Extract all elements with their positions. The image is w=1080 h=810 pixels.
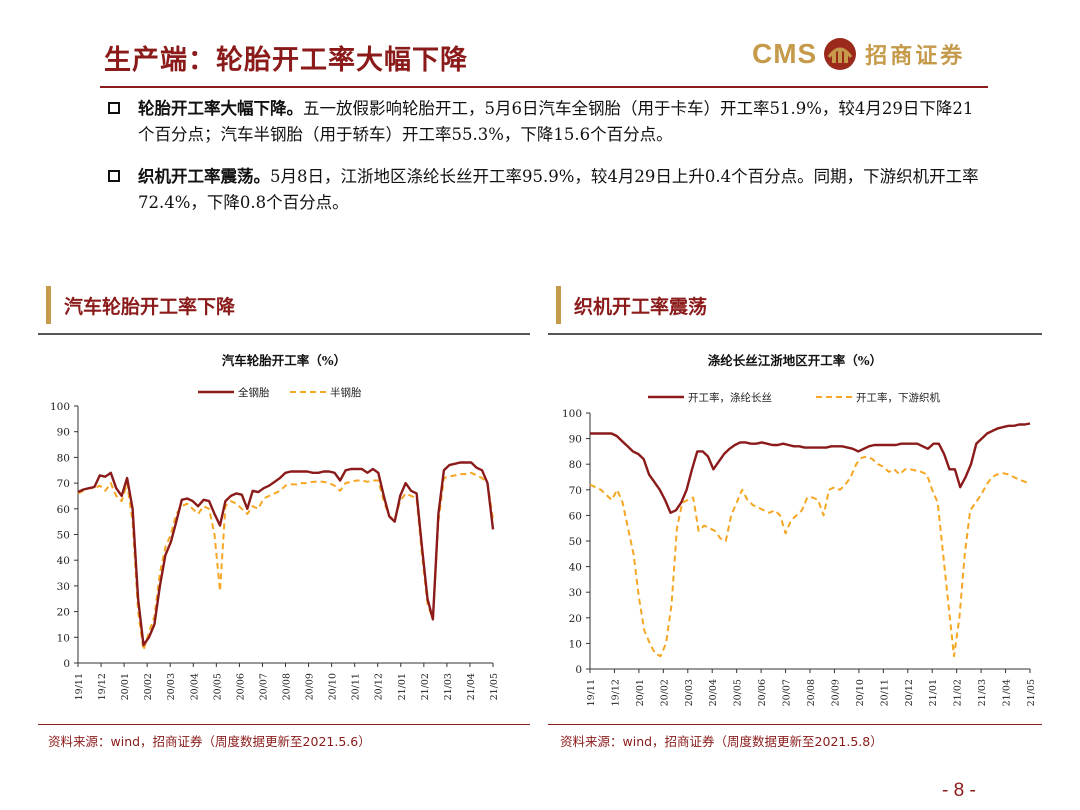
- x-tick-label: 20/10: [328, 673, 339, 700]
- section-label: 汽车轮胎开工率下降: [64, 296, 236, 318]
- y-tick-label: 30: [569, 587, 582, 599]
- x-tick-label: 20/02: [659, 679, 670, 706]
- series-line-solid: [77, 461, 495, 647]
- page-number: - 8 -: [942, 780, 976, 801]
- x-tick-label: 19/12: [97, 673, 108, 700]
- y-tick-label: 70: [57, 478, 70, 490]
- x-tick-label: 20/09: [305, 673, 316, 700]
- x-tick-label: 21/05: [489, 673, 500, 700]
- section-divider: [548, 333, 1042, 335]
- x-tick-label: 20/06: [757, 679, 768, 706]
- bullet-heading: 轮胎开工率大幅下降。: [138, 99, 303, 118]
- x-tick-label: 20/07: [782, 679, 793, 706]
- x-tick-label: 20/02: [143, 673, 154, 700]
- logo-latin: CMS: [752, 38, 818, 69]
- x-tick-label: 21/02: [953, 679, 964, 706]
- x-tick-label: 20/01: [635, 679, 646, 706]
- x-tick-label: 21/04: [466, 673, 477, 700]
- y-tick-label: 70: [569, 485, 582, 497]
- x-tick-label: 21/03: [443, 673, 454, 700]
- section-divider: [38, 333, 530, 335]
- x-tick-label: 20/08: [806, 679, 817, 706]
- legend-label: 半钢胎: [330, 386, 362, 399]
- x-tick-label: 21/04: [1002, 679, 1013, 706]
- page-title: 生产端：轮胎开工率大幅下降: [104, 45, 468, 76]
- y-tick-label: 20: [57, 607, 70, 619]
- y-tick-label: 90: [569, 434, 582, 446]
- legend-label: 全钢胎: [238, 386, 270, 399]
- section-accent-bar: [46, 286, 51, 324]
- x-tick-label: 20/01: [120, 673, 131, 700]
- section-accent-bar: [556, 286, 561, 324]
- x-tick-label: 20/11: [879, 679, 890, 706]
- x-tick-label: 20/04: [708, 679, 719, 706]
- series-line-dashed: [589, 455, 1031, 658]
- bullet-text: 5月8日，江浙地区涤纶长丝开工率95.9%，较4月29日上升0.4个百分点。同期…: [138, 167, 979, 212]
- y-tick-label: 60: [569, 510, 582, 522]
- y-tick-label: 40: [569, 562, 582, 574]
- brand-logo: CMS 招商证券: [752, 34, 965, 74]
- title-divider: [100, 86, 988, 88]
- x-tick-label: 20/09: [830, 679, 841, 706]
- y-tick-label: 100: [562, 408, 582, 420]
- x-tick-label: 20/03: [166, 673, 177, 700]
- source-note-loom: 资料来源：wind，招商证券（周度数据更新至2021.5.8）: [560, 734, 883, 749]
- series-line-solid: [590, 422, 1031, 515]
- source-divider: [548, 724, 1042, 725]
- y-tick-label: 10: [57, 632, 70, 644]
- tire-chart-svg: 汽车轮胎开工率（%） 全钢胎 半钢胎 0 10 20 30 40 50 60 70 80 90 100 19…: [50, 353, 500, 700]
- y-tick-label: 90: [57, 427, 70, 439]
- x-tick-label: 20/08: [282, 673, 293, 700]
- y-tick-label: 80: [57, 452, 70, 464]
- x-tick-label: 20/12: [904, 679, 915, 706]
- y-tick-label: 10: [569, 638, 582, 650]
- y-tick-label: 80: [569, 459, 582, 471]
- x-tick-label: 20/11: [351, 673, 362, 700]
- chart-title: 汽车轮胎开工率（%）: [222, 353, 346, 368]
- x-tick-label: 21/01: [928, 679, 939, 706]
- bullet-heading: 织机开工率震荡。: [138, 167, 270, 186]
- y-tick-label: 0: [63, 658, 70, 670]
- x-tick-label: 19/11: [74, 673, 85, 700]
- x-tick-label: 20/03: [684, 679, 695, 706]
- y-tick-label: 40: [57, 555, 70, 567]
- x-tick-label: 20/04: [189, 673, 200, 700]
- y-tick-label: 30: [57, 581, 70, 593]
- y-tick-label: 60: [57, 504, 70, 516]
- logo-emblem-icon: [824, 38, 857, 70]
- y-tick-label: 100: [50, 401, 70, 413]
- source-note-tire: 资料来源：wind，招商证券（周度数据更新至2021.5.6）: [48, 734, 371, 749]
- y-tick-label: 50: [57, 530, 70, 542]
- x-tick-label: 20/05: [212, 673, 223, 700]
- x-tick-label: 21/05: [1026, 679, 1037, 706]
- x-tick-label: 21/02: [420, 673, 431, 700]
- y-tick-label: 50: [569, 536, 582, 548]
- logo-chinese: 招商证券: [865, 44, 966, 69]
- x-tick-label: 20/10: [855, 679, 866, 706]
- x-tick-label: 20/05: [733, 679, 744, 706]
- bullet-list: 轮胎开工率大幅下降。五一放假影响轮胎开工，5月6日汽车全钢胎（用于卡车）开工率5…: [108, 96, 988, 232]
- square-bullet-icon: [108, 170, 120, 182]
- legend-label: 开工率，涤纶长丝: [688, 391, 772, 404]
- x-tick-label: 19/11: [586, 679, 597, 706]
- section-label: 织机开工率震荡: [574, 296, 708, 318]
- x-tick-label: 20/12: [374, 673, 385, 700]
- square-bullet-icon: [108, 102, 120, 114]
- chart-title: 涤纶长丝江浙地区开工率（%）: [708, 353, 882, 368]
- x-tick-label: 21/01: [397, 673, 408, 700]
- bullet-text: 五一放假影响轮胎开工，5月6日汽车全钢胎（用于卡车）开工率51.9%，较4月29…: [138, 99, 974, 144]
- chart-tire: 汽车轮胎开工率（%） 全钢胎 半钢胎 0 10 20 30 40 50 60 70 80 90 100 19…: [38, 336, 530, 722]
- legend-label: 开工率，下游织机: [856, 391, 940, 404]
- bullet-tire: 轮胎开工率大幅下降。五一放假影响轮胎开工，5月6日汽车全钢胎（用于卡车）开工率5…: [108, 96, 988, 148]
- x-tick-label: 20/06: [235, 673, 246, 700]
- chart-loom: 涤纶长丝江浙地区开工率（%） 开工率，涤纶长丝 开工率，下游织机 0 10 20 30 40 5…: [548, 336, 1042, 722]
- y-tick-label: 20: [569, 613, 582, 625]
- source-divider: [38, 724, 530, 725]
- loom-chart-svg: 涤纶长丝江浙地区开工率（%） 开工率，涤纶长丝 开工率，下游织机 0 10 20 30 40 5…: [562, 353, 1037, 706]
- bullet-loom: 织机开工率震荡。5月8日，江浙地区涤纶长丝开工率95.9%，较4月29日上升0.…: [108, 164, 988, 216]
- x-tick-label: 21/03: [977, 679, 988, 706]
- y-tick-label: 0: [575, 664, 582, 676]
- x-tick-label: 20/07: [258, 673, 269, 700]
- x-tick-label: 19/12: [610, 679, 621, 706]
